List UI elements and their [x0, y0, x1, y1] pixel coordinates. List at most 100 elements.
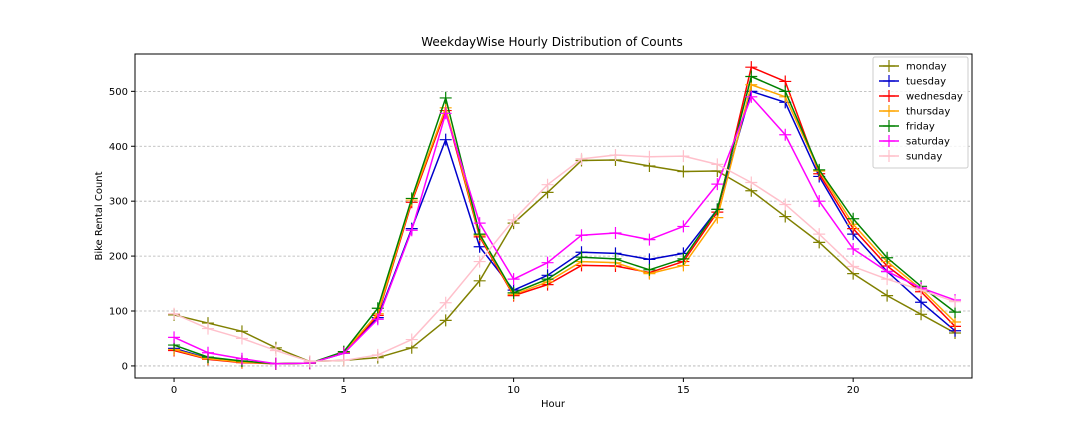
data-point [881, 273, 894, 286]
legend-label: saturday [906, 137, 950, 148]
legend-item-saturday: saturday [879, 135, 950, 148]
series-line-friday [173, 75, 956, 365]
data-point [439, 296, 452, 309]
data-point [643, 253, 656, 266]
data-point [915, 284, 928, 297]
series-tuesday [168, 85, 962, 370]
data-point [609, 252, 622, 265]
x-tick-label: 0 [171, 385, 177, 396]
y-tick-label: 500 [109, 87, 128, 98]
series-monday [168, 153, 962, 368]
series-friday [168, 70, 962, 370]
data-point [847, 242, 860, 255]
data-point [439, 107, 452, 120]
x-tick-label: 10 [507, 385, 520, 396]
y-tick-label: 300 [109, 197, 128, 208]
x-axis: 0 5 10 15 20 [171, 378, 860, 396]
data-point [677, 150, 690, 163]
data-point [371, 313, 384, 326]
data-point [745, 176, 758, 189]
data-point [473, 217, 486, 230]
data-point [575, 251, 588, 264]
data-point [677, 252, 690, 265]
y-tick-label: 200 [109, 252, 128, 263]
series-saturday [168, 90, 962, 370]
data-point [575, 229, 588, 242]
series-line-thursday [173, 84, 956, 365]
legend-marker [883, 75, 895, 87]
data-point [541, 273, 554, 286]
legend-item-wednesday: wednesday [879, 90, 963, 103]
data-point [643, 263, 656, 276]
legend-label: friday [906, 122, 935, 133]
data-point [711, 203, 724, 216]
data-point [235, 332, 248, 345]
legend-label: thursday [906, 107, 950, 118]
legend-marker [883, 105, 895, 117]
legend-item-friday: friday [879, 120, 935, 133]
data-point [473, 255, 486, 268]
x-tick-label: 5 [341, 385, 347, 396]
series-line-wednesday [173, 66, 956, 365]
legend-marker [883, 120, 895, 132]
data-point [507, 286, 520, 299]
legend-label: sunday [906, 152, 942, 163]
data-point [813, 163, 826, 176]
legend-item-sunday: sunday [879, 150, 942, 163]
data-point [541, 256, 554, 269]
data-point [881, 251, 894, 264]
legend-marker [883, 60, 895, 72]
data-point [949, 306, 962, 319]
series-line-monday [173, 159, 956, 363]
data-point [881, 289, 894, 302]
data-point [202, 322, 215, 335]
legend-marker [883, 90, 895, 102]
data-point [575, 152, 588, 165]
series-line-sunday [173, 154, 956, 363]
data-point [779, 198, 792, 211]
data-point [677, 220, 690, 233]
data-point [847, 212, 860, 225]
data-point [745, 70, 758, 83]
data-point [202, 346, 215, 359]
data-point [439, 133, 452, 146]
data-point [303, 355, 316, 368]
data-point [915, 308, 928, 321]
x-tick-label: 20 [847, 385, 860, 396]
data-point [813, 228, 826, 241]
data-point [541, 178, 554, 191]
legend-item-tuesday: tuesday [879, 75, 946, 88]
data-point [711, 158, 724, 171]
data-point [439, 314, 452, 327]
data-point [269, 357, 282, 370]
series-thursday [168, 78, 962, 370]
chart-title: WeekdayWise Hourly Distribution of Count… [421, 35, 683, 49]
data-point [643, 233, 656, 246]
y-tick-label: 0 [122, 361, 128, 372]
legend-marker [883, 135, 895, 147]
data-point [847, 260, 860, 273]
data-point [473, 228, 486, 241]
legend-label: monday [906, 62, 947, 73]
data-point [779, 210, 792, 223]
data-point [473, 274, 486, 287]
legend-label: tuesday [906, 77, 946, 88]
x-tick-label: 15 [677, 385, 690, 396]
data-point [168, 331, 181, 344]
data-point [371, 348, 384, 361]
data-point [609, 149, 622, 162]
data-point [677, 165, 690, 178]
data-point [507, 273, 520, 286]
data-point [643, 150, 656, 163]
series-sunday [168, 149, 962, 368]
data-point [779, 85, 792, 98]
y-axis-label: Bike Rental Count [94, 171, 105, 260]
data-point [711, 178, 724, 191]
data-point [269, 344, 282, 357]
data-point [439, 91, 452, 104]
legend-marker [883, 150, 895, 162]
data-point [779, 128, 792, 141]
series-line-saturday [173, 96, 956, 365]
data-point [915, 296, 928, 309]
